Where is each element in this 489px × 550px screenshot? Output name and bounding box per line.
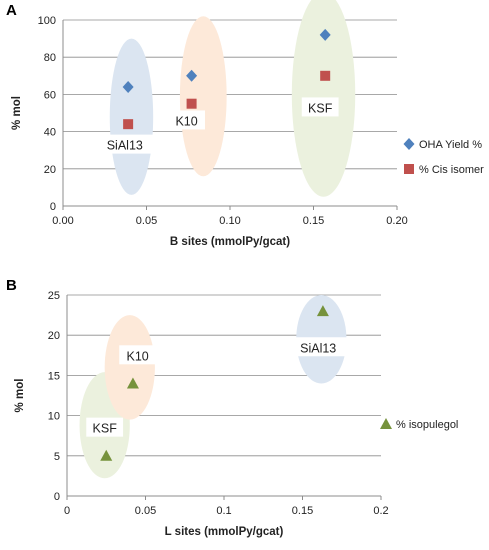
y-tick-label: 10 — [48, 411, 60, 423]
x-tick-label: 0.2 — [373, 505, 388, 517]
x-tick-label: 0.10 — [219, 215, 240, 227]
y-axis-title: % mol — [14, 379, 26, 413]
cluster-label: K10 — [127, 349, 149, 363]
data-point — [122, 80, 134, 93]
legend-label: % Cis isomer — [419, 164, 484, 176]
x-tick-label: 0.15 — [292, 505, 313, 517]
y-tick-label: 25 — [48, 290, 60, 302]
data-point — [123, 119, 134, 130]
y-tick-label: 5 — [54, 451, 60, 463]
legend-marker — [380, 418, 392, 429]
data-point — [186, 69, 198, 82]
legend-marker — [404, 164, 414, 174]
x-tick-label: 0.1 — [216, 505, 231, 517]
data-point — [320, 70, 331, 81]
cluster-label-box — [168, 110, 205, 130]
y-tick-label: 20 — [48, 330, 60, 342]
cluster-label-box — [119, 345, 157, 365]
data-point — [316, 305, 329, 317]
legend-label: OHA Yield % — [419, 139, 482, 151]
cluster-label: SiAl13 — [300, 341, 336, 355]
chart-panel-a: A 0 20 40 60 80 100 0.00 0.05 0.10 0.15 0.20 SiAl13 K… — [6, 0, 484, 248]
x-tick-label: 0.05 — [136, 215, 157, 227]
legend-label: % isopulegol — [396, 419, 458, 431]
x-tick-label: 0.00 — [52, 215, 73, 227]
cluster-label: K10 — [175, 114, 197, 128]
data-point — [319, 28, 331, 41]
data-point — [186, 98, 197, 109]
cluster-ellipse — [179, 16, 227, 177]
y-tick-label: 80 — [44, 52, 56, 64]
cluster-label-box — [94, 134, 155, 154]
y-tick-label: 40 — [44, 127, 56, 139]
x-tick-label: 0.05 — [135, 505, 156, 517]
cluster-label: KSF — [308, 101, 333, 115]
y-tick-label: 0 — [54, 491, 60, 503]
chart-panel-b: B 0 5 10 15 20 25 0 0.05 0.1 0.15 0.2 KSF K10 SiAl13 L … — [6, 277, 458, 538]
panel-label: B — [6, 277, 17, 294]
cluster-ellipse — [109, 38, 154, 195]
data-point — [100, 449, 113, 461]
cluster-label: KSF — [93, 422, 118, 436]
x-tick-label: 0 — [64, 505, 70, 517]
y-tick-label: 60 — [44, 89, 56, 101]
cluster-label-box — [86, 417, 124, 437]
data-point — [126, 377, 139, 389]
y-tick-label: 15 — [48, 370, 60, 382]
y-tick-label: 20 — [44, 164, 56, 176]
cluster-label-box — [288, 337, 348, 357]
cluster-ellipse — [104, 315, 155, 420]
cluster-label: SiAl13 — [107, 139, 143, 153]
x-axis-title: L sites (mmolPy/gcat) — [165, 526, 284, 538]
x-axis-title: B sites (mmolPy/gcat) — [170, 236, 290, 248]
panel-label: A — [6, 2, 17, 19]
x-tick-label: 0.15 — [303, 215, 324, 227]
y-axis-title: % mol — [11, 96, 23, 130]
cluster-label-box — [301, 97, 339, 117]
x-tick-label: 0.20 — [386, 215, 407, 227]
y-tick-label: 100 — [38, 15, 56, 27]
y-tick-label: 0 — [50, 201, 56, 213]
legend-marker — [403, 138, 415, 150]
